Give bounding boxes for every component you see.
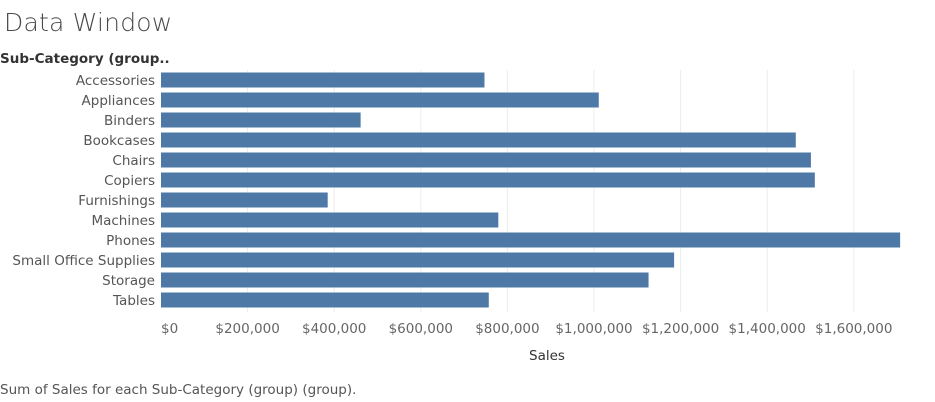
category-label: Small Office Supplies: [12, 253, 155, 269]
category-label: Phones: [106, 233, 155, 249]
category-label: Furnishings: [78, 193, 155, 209]
category-axis-header[interactable]: Sub-Category (group..: [0, 51, 170, 67]
bar[interactable]: [161, 112, 361, 128]
bar[interactable]: [161, 92, 599, 108]
x-axis-title: Sales: [529, 348, 565, 364]
x-tick-label: $800,000: [475, 321, 539, 337]
x-tick-label: $1,600,000: [815, 321, 892, 337]
category-label: Tables: [112, 293, 155, 309]
x-tick-label: $400,000: [302, 321, 366, 337]
category-label: Machines: [91, 213, 155, 229]
bar[interactable]: [161, 192, 328, 208]
page-title: Data Window: [4, 8, 173, 37]
x-tick-label: $200,000: [215, 321, 279, 337]
bar[interactable]: [161, 292, 489, 308]
x-tick-label: $1,200,000: [642, 321, 719, 337]
bar[interactable]: [161, 252, 675, 268]
x-tick-label: $0: [161, 321, 178, 337]
category-label: Bookcases: [83, 133, 155, 149]
bar[interactable]: [161, 212, 499, 228]
x-tick-label: $1,000,000: [555, 321, 632, 337]
category-label: Binders: [104, 113, 155, 129]
bar[interactable]: [161, 132, 796, 148]
bar[interactable]: [161, 172, 815, 188]
bar-chart: Accessories Appliances Binders Bookcases Cha…: [12, 70, 901, 364]
chart-caption: Sum of Sales for each Sub-Category (grou…: [0, 382, 357, 398]
bar[interactable]: [161, 272, 649, 288]
bar[interactable]: [161, 152, 811, 168]
category-label: Accessories: [76, 73, 155, 89]
bar[interactable]: [161, 232, 901, 248]
category-label: Storage: [102, 273, 155, 289]
category-label: Copiers: [104, 173, 155, 189]
bar[interactable]: [161, 72, 485, 88]
category-label: Chairs: [112, 153, 155, 169]
x-tick-label: $1,400,000: [729, 321, 806, 337]
category-label: Appliances: [82, 93, 155, 109]
x-tick-label: $600,000: [389, 321, 453, 337]
